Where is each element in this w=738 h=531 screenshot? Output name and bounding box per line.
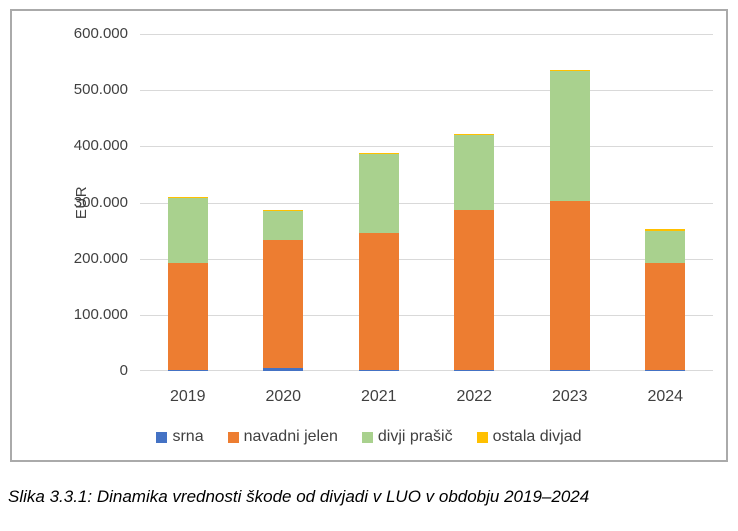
legend-item-divji-prašič: divji prašič	[361, 428, 453, 446]
x-axis-label-2019: 2019	[169, 388, 206, 405]
chart-frame: EUR srna navadni jelen divji prašič ostala …	[10, 9, 728, 462]
legend-label: ostala divjad	[492, 428, 582, 445]
gridline	[140, 90, 713, 91]
bar-segment-divji-prašič-2023	[549, 70, 590, 201]
bar-group-2022	[454, 134, 495, 371]
bar-segment-divji-prašič-2022	[454, 134, 495, 210]
bar-group-2024	[645, 228, 686, 371]
legend-label: divji prašič	[377, 428, 453, 445]
legend-swatch-icon	[156, 431, 168, 443]
gridline	[140, 34, 713, 35]
gridline	[140, 370, 713, 371]
legend: srna navadni jelen divji prašič ostala divj…	[12, 426, 726, 448]
y-axis-tick-label: 200.000	[73, 250, 128, 267]
y-axis-tick-label: 600.000	[73, 25, 128, 42]
bar-segment-navadni-jelen-2024	[645, 263, 686, 371]
legend-swatch-icon	[361, 431, 373, 443]
legend-item-navadni-jelen: navadni jelen	[227, 428, 338, 446]
bar-segment-navadni-jelen-2020	[263, 240, 304, 369]
x-axis-label-2022: 2022	[456, 388, 493, 405]
bar-segment-ostala-divjad-2020	[263, 209, 304, 211]
x-axis-label-2023: 2023	[551, 388, 588, 405]
y-axis-tick-label: 300.000	[73, 194, 128, 211]
bar-segment-navadni-jelen-2021	[358, 233, 399, 370]
legend-label: navadni jelen	[243, 428, 338, 445]
x-axis-label-2021: 2021	[360, 388, 397, 405]
bar-segment-srna-2019	[167, 369, 208, 371]
x-axis-label-2024: 2024	[647, 388, 684, 405]
bar-segment-srna-2023	[549, 370, 590, 371]
bar-group-2020	[263, 209, 304, 371]
bar-segment-divji-prašič-2021	[358, 153, 399, 234]
legend-swatch-icon	[476, 431, 488, 443]
gridline	[140, 259, 713, 260]
legend-swatch-icon	[227, 431, 239, 443]
bar-segment-srna-2022	[454, 370, 495, 371]
bar-group-2021	[358, 152, 399, 371]
bar-segment-divji-prašič-2024	[645, 231, 686, 264]
bar-segment-navadni-jelen-2023	[549, 200, 590, 371]
legend-label: srna	[172, 428, 204, 445]
y-axis-tick-label: 0	[119, 362, 128, 379]
bar-segment-ostala-divjad-2022	[454, 134, 495, 135]
bar-segment-ostala-divjad-2023	[549, 69, 590, 71]
bar-segment-srna-2021	[358, 369, 399, 371]
bar-segment-ostala-divjad-2024	[645, 228, 686, 232]
x-axis-label-2020: 2020	[265, 388, 302, 405]
legend-item-srna: srna	[156, 428, 204, 446]
gridline	[140, 203, 713, 204]
bar-segment-navadni-jelen-2019	[167, 262, 208, 370]
bar-segment-srna-2020	[263, 368, 304, 371]
bar-segment-ostala-divjad-2021	[358, 152, 399, 154]
y-axis-tick-label: 500.000	[73, 81, 128, 98]
bar-group-2023	[549, 69, 590, 371]
bar-segment-navadni-jelen-2022	[454, 209, 495, 371]
y-axis-tick-label: 400.000	[73, 137, 128, 154]
y-axis-tick-label: 100.000	[73, 306, 128, 323]
bar-segment-srna-2024	[645, 370, 686, 371]
bar-group-2019	[167, 196, 208, 371]
plot-area	[140, 34, 713, 371]
gridline	[140, 146, 713, 147]
legend-item-ostala-divjad: ostala divjad	[476, 428, 582, 446]
bar-segment-divji-prašič-2019	[167, 198, 208, 263]
gridline	[140, 315, 713, 316]
bar-segment-ostala-divjad-2019	[167, 196, 208, 199]
bar-segment-divji-prašič-2020	[263, 210, 304, 241]
figure-caption: Slika 3.3.1: Dinamika vrednosti škode od…	[8, 487, 590, 506]
